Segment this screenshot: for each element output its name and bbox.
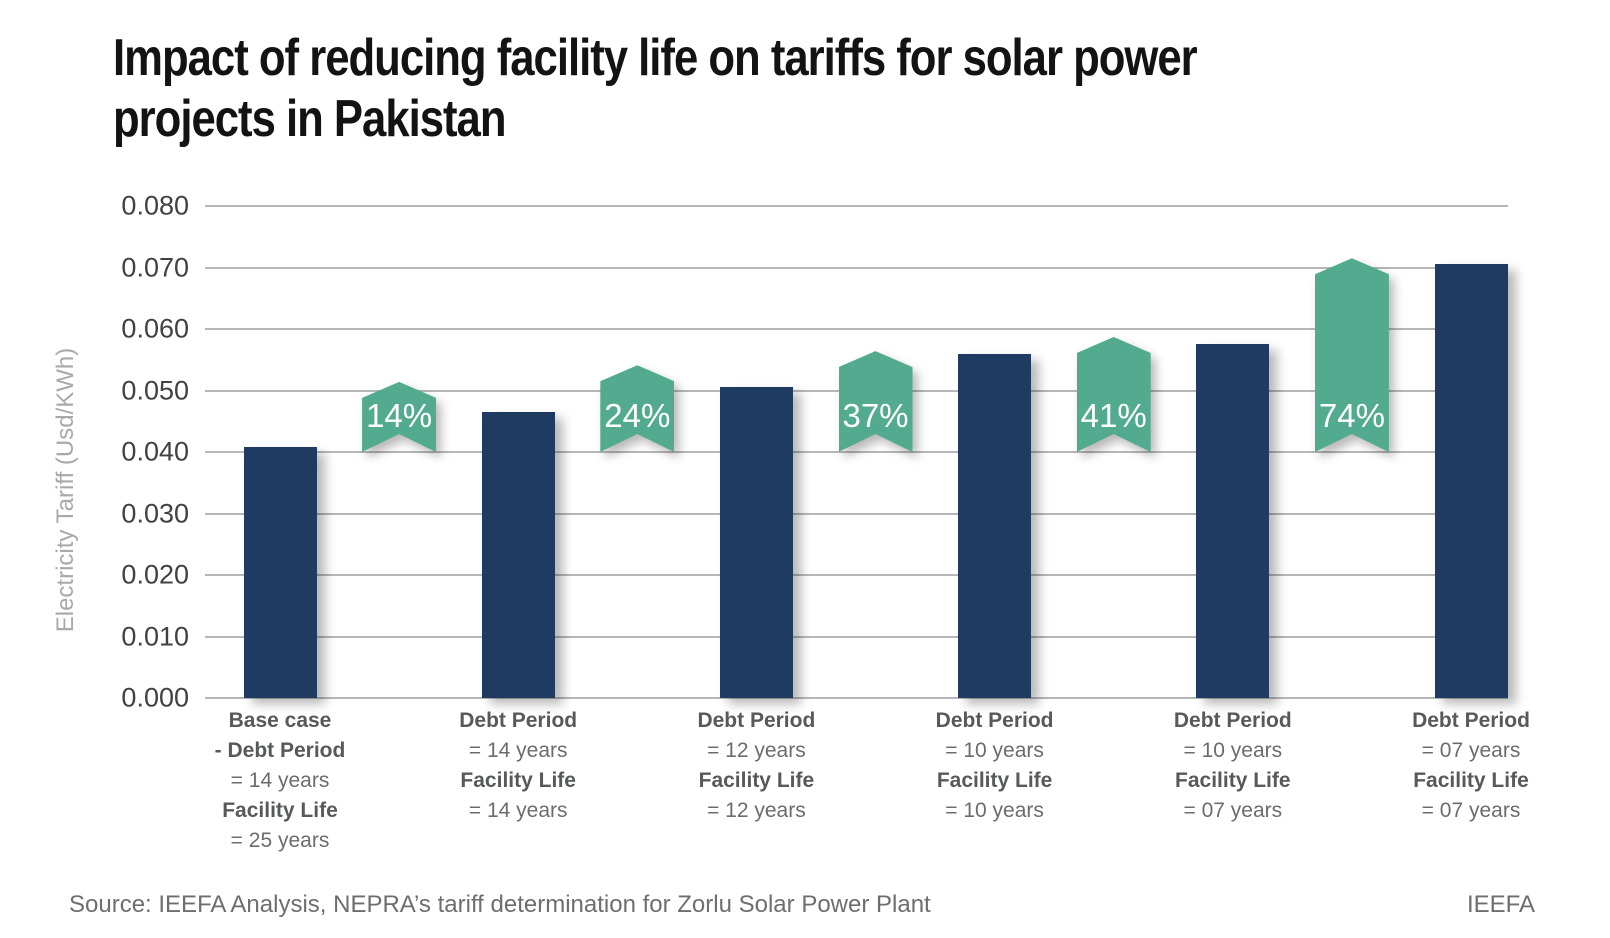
badge-arrow: 37% — [839, 351, 913, 452]
bar — [481, 412, 555, 698]
gridline — [205, 205, 1508, 207]
x-category-line: Facility Life — [1175, 769, 1291, 792]
y-tick-label: 0.050 — [121, 375, 189, 405]
badge-arrow: 41% — [1077, 337, 1151, 452]
x-category-label: Debt Period = 12 years Facility Life = 12 y… — [636, 706, 876, 826]
badge-label: 24% — [604, 397, 671, 434]
x-category-line: = 14 years — [468, 739, 568, 762]
bar — [243, 447, 317, 698]
x-category-line: - Debt Period — [214, 739, 346, 762]
x-category-line: Debt Period — [459, 709, 578, 732]
y-tick-label: 0.030 — [121, 498, 189, 528]
chart-title: Impact of reducing facility life on tari… — [113, 29, 1198, 148]
increase-badge: 37% — [839, 351, 913, 452]
x-category-line: = 12 years — [707, 799, 806, 822]
gridline — [205, 697, 1508, 699]
x-category-line: Debt Period — [935, 709, 1054, 732]
x-category-line: = 14 years — [468, 799, 568, 822]
x-category-line: Debt Period — [1173, 709, 1292, 732]
x-category-line: = 25 years — [230, 829, 330, 852]
bar — [719, 386, 793, 698]
x-category-line: Debt Period — [697, 709, 816, 732]
brand-mark: IEEFA — [1466, 891, 1535, 918]
gridline — [205, 635, 1508, 638]
x-category-line: = 14 years — [230, 769, 330, 792]
gridline — [205, 512, 1508, 515]
y-tick-label: 0.070 — [121, 252, 189, 282]
y-tick-label: 0.060 — [121, 313, 189, 344]
gridline — [205, 574, 1508, 576]
gridline — [205, 266, 1508, 269]
badge-label: 14% — [366, 397, 433, 434]
badge-arrow: 24% — [600, 365, 674, 452]
y-tick-label: 0.000 — [121, 682, 189, 713]
y-tick-label: 0.020 — [121, 559, 189, 590]
x-category-label: Debt Period = 07 years Facility Life = 07 y… — [1351, 706, 1591, 826]
badge-label: 37% — [842, 397, 909, 434]
increase-badge: 41% — [1077, 337, 1151, 452]
x-category-line: = 07 years — [1421, 799, 1521, 822]
x-category-label: Base case - Debt Period = 14 years Facility… — [160, 706, 400, 856]
x-category-line: = 10 years — [945, 739, 1044, 762]
y-tick-label: 0.080 — [121, 190, 189, 221]
x-category-line: = 07 years — [1183, 799, 1283, 822]
x-category-label: Debt Period = 14 years Facility Life = 14 y… — [398, 706, 638, 826]
badge-arrow: 14% — [362, 382, 436, 452]
gridline — [205, 451, 1508, 453]
x-category-line: = 07 years — [1421, 739, 1521, 762]
x-category-line: Facility Life — [936, 769, 1053, 792]
gridline — [205, 328, 1508, 330]
y-axis-title: Electricity Tariff (Usd/KWh) — [52, 347, 79, 633]
bar — [1434, 263, 1508, 698]
x-category-line: = 12 years — [707, 739, 806, 762]
x-category-line: Debt Period — [1412, 709, 1530, 732]
y-tick-label: 0.010 — [121, 621, 189, 651]
y-tick-label: 0.040 — [121, 436, 189, 467]
x-category-line: = 10 years — [945, 799, 1044, 822]
x-category-label: Debt Period = 10 years Facility Life = 10 y… — [875, 706, 1115, 826]
badge-label: 41% — [1080, 397, 1147, 434]
plot-area: 0.000 0.010 0.020 0.030 0.040 0.050 0.060 0.070… — [121, 191, 1530, 853]
bar — [1196, 344, 1270, 698]
source-note: Source: IEEFA Analysis, NEPRA’s tariff d… — [69, 891, 931, 918]
badge-label: 74% — [1318, 397, 1385, 434]
x-category-line: Facility Life — [222, 799, 338, 822]
increase-badge: 74% — [1315, 258, 1389, 452]
bar — [958, 354, 1032, 698]
x-category-line: Base case — [228, 709, 332, 732]
x-category-line: Facility Life — [460, 769, 576, 792]
increase-badge: 24% — [600, 365, 674, 452]
x-category-line: = 10 years — [1183, 739, 1283, 762]
x-category-line: Facility Life — [1413, 769, 1529, 792]
badge-arrow: 74% — [1315, 258, 1389, 452]
x-category-line: Facility Life — [698, 769, 815, 792]
increase-badge: 14% — [362, 382, 436, 452]
x-category-label: Debt Period = 10 years Facility Life = 07 y… — [1113, 706, 1353, 826]
